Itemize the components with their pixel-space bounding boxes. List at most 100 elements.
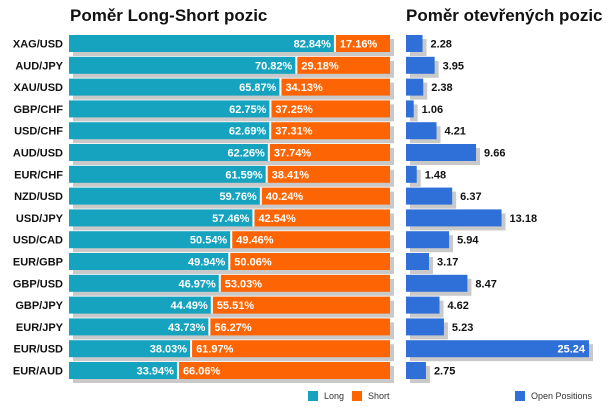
category-label-usd-chf: USD/CHF (14, 126, 63, 138)
category-label-aud-jpy: AUD/JPY (15, 60, 63, 72)
long-bar-usd-cad (69, 231, 232, 249)
bar-separator (218, 274, 221, 292)
bar-separator (259, 187, 262, 205)
category-label-eur-gbp: EUR/GBP (13, 257, 63, 269)
short-bar-nzd-usd (260, 187, 390, 205)
short-bar-eur-aud (177, 362, 390, 379)
long-bar-nzd-usd (69, 187, 261, 205)
long-bar-eur-gbp (69, 253, 230, 270)
short-bar-usd-jpy (253, 209, 390, 227)
long-short-chart-title: Poměr Long-Short pozic (70, 6, 268, 25)
long-value-label: 38.03% (150, 344, 188, 356)
category-label-gbp-chf: GBP/CHF (14, 104, 64, 116)
category-label-eur-usd: EUR/USD (13, 344, 63, 356)
legend-open-label: Open Positions (531, 391, 593, 401)
open-value-label: 1.48 (425, 169, 446, 181)
short-bar-eur-chf (266, 165, 390, 183)
short-value-label: 34.13% (285, 82, 323, 94)
open-bar-usd-jpy (406, 209, 502, 227)
open-value-label: 3.95 (443, 60, 464, 72)
open-value-label: 2.38 (431, 82, 452, 94)
short-bar-usd-chf (270, 122, 390, 140)
category-label-eur-chf: EUR/CHF (14, 169, 63, 181)
open-value-label: 3.17 (437, 257, 458, 269)
legend-open-swatch (515, 391, 525, 401)
open-bar-xau-usd (406, 78, 424, 96)
open-bar-eur-jpy (406, 318, 444, 336)
short-bar-gbp-chf (270, 100, 390, 118)
open-bar-xag-usd (406, 35, 423, 52)
long-bar-eur-aud (69, 362, 178, 379)
open-value-label: 4.21 (445, 126, 466, 138)
bar-separator (190, 340, 193, 358)
short-value-label: 61.97% (196, 344, 234, 356)
open-value-label: 9.66 (484, 148, 505, 160)
long-value-label: 65.87% (239, 82, 277, 94)
short-value-label: 38.41% (272, 169, 310, 181)
short-value-label: 42.54% (258, 213, 296, 225)
short-value-label: 53.03% (225, 278, 263, 290)
legend-long-swatch (308, 391, 318, 401)
bar-separator (208, 318, 211, 336)
long-value-label: 33.94% (137, 366, 175, 378)
open-bar-shadow (410, 104, 418, 122)
category-label-eur-jpy: EUR/JPY (16, 322, 64, 334)
open-bar-usd-chf (406, 122, 437, 140)
open-value-label: 2.75 (434, 366, 455, 378)
long-value-label: 82.84% (294, 39, 332, 51)
short-bar-usd-cad (231, 231, 390, 249)
category-label-gbp-jpy: GBP/JPY (15, 300, 63, 312)
short-bar-eur-gbp (229, 253, 390, 270)
long-bar-aud-usd (69, 144, 269, 161)
long-bar-gbp-usd (69, 274, 220, 292)
open-bar-eur-gbp (406, 253, 429, 270)
legend-short-swatch (352, 391, 362, 401)
long-bar-gbp-chf (69, 100, 271, 118)
open-bar-gbp-jpy (406, 296, 440, 314)
long-value-label: 49.94% (188, 257, 226, 269)
short-value-label: 29.18% (301, 60, 339, 72)
open-bar-usd-cad (406, 231, 450, 249)
short-value-label: 37.74% (274, 148, 312, 160)
open-value-label: 4.62 (447, 300, 468, 312)
open-value-label: 1.06 (422, 104, 443, 116)
bar-separator (230, 231, 233, 249)
long-bar-eur-usd (69, 340, 192, 358)
short-value-label: 37.25% (275, 104, 313, 116)
long-value-label: 62.69% (229, 126, 267, 138)
long-value-label: 62.75% (229, 104, 267, 116)
long-value-label: 46.97% (178, 278, 216, 290)
short-bar-aud-jpy (296, 56, 390, 74)
open-bar-aud-usd (406, 144, 477, 161)
long-value-label: 59.76% (220, 191, 258, 203)
short-bar-xau-usd (280, 78, 390, 96)
bar-separator (295, 56, 298, 74)
long-value-label: 50.54% (190, 235, 228, 247)
long-bar-eur-jpy (69, 318, 210, 336)
open-value-label: 6.37 (460, 191, 481, 203)
long-bar-eur-chf (69, 165, 267, 183)
short-value-label: 66.06% (183, 366, 221, 378)
long-bar-xau-usd (69, 78, 281, 96)
open-value-label: 8.47 (475, 278, 496, 290)
long-bar-xag-usd (69, 35, 335, 52)
bar-separator (265, 165, 268, 183)
open-value-label: 13.18 (510, 213, 538, 225)
bar-separator (269, 100, 272, 118)
open-bar-gbp-chf (406, 100, 414, 118)
open-value-label: 25.24 (557, 344, 585, 356)
short-value-label: 37.31% (275, 126, 313, 138)
short-bar-xag-usd (334, 35, 390, 52)
long-bar-usd-jpy (69, 209, 254, 227)
open-value-label: 2.28 (431, 39, 452, 51)
short-bar-eur-jpy (209, 318, 390, 336)
long-bar-gbp-jpy (69, 296, 212, 314)
short-bar-aud-usd (268, 144, 390, 161)
open-bar-gbp-usd (406, 274, 468, 292)
short-value-label: 17.16% (340, 39, 378, 51)
long-bar-aud-jpy (69, 56, 297, 74)
open-bar-nzd-usd (406, 187, 453, 205)
category-label-eur-aud: EUR/AUD (13, 366, 63, 378)
category-label-usd-cad: USD/CAD (13, 235, 63, 247)
open-value-label: 5.23 (452, 322, 473, 334)
